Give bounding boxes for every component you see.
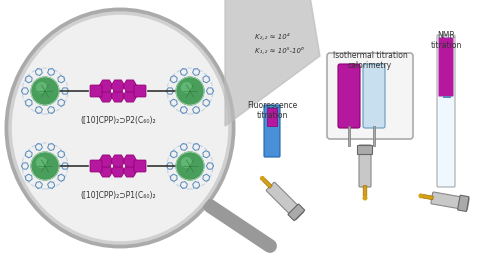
FancyBboxPatch shape <box>359 145 371 187</box>
FancyBboxPatch shape <box>363 64 385 128</box>
FancyBboxPatch shape <box>437 35 455 187</box>
Circle shape <box>31 152 59 180</box>
Text: ([10]CPP)₂⊃P1(C₆₀)₂: ([10]CPP)₂⊃P1(C₆₀)₂ <box>80 191 156 200</box>
Circle shape <box>36 82 47 93</box>
Text: NMR
titration: NMR titration <box>430 31 462 50</box>
Text: ([10]CPP)₂⊃P2(C₆₀)₂: ([10]CPP)₂⊃P2(C₆₀)₂ <box>80 116 156 125</box>
FancyBboxPatch shape <box>327 53 413 139</box>
Circle shape <box>260 176 265 181</box>
Circle shape <box>36 157 47 168</box>
FancyBboxPatch shape <box>262 178 272 188</box>
Circle shape <box>176 77 204 105</box>
Circle shape <box>31 77 59 105</box>
Circle shape <box>418 193 424 198</box>
FancyBboxPatch shape <box>422 195 434 200</box>
Circle shape <box>362 196 368 200</box>
Text: K₂,₂ ≈ 10⁴: K₂,₂ ≈ 10⁴ <box>255 33 290 39</box>
FancyBboxPatch shape <box>264 105 280 157</box>
Circle shape <box>181 157 192 168</box>
Bar <box>348 126 350 146</box>
Bar <box>373 126 375 146</box>
FancyBboxPatch shape <box>438 37 454 97</box>
FancyBboxPatch shape <box>288 204 304 221</box>
Polygon shape <box>225 0 320 126</box>
Text: K₁,₂ ≈ 10⁵-10⁶: K₁,₂ ≈ 10⁵-10⁶ <box>255 48 304 55</box>
FancyBboxPatch shape <box>134 160 146 172</box>
FancyBboxPatch shape <box>363 186 367 196</box>
FancyBboxPatch shape <box>266 182 304 220</box>
Ellipse shape <box>10 13 230 243</box>
Circle shape <box>176 152 204 180</box>
FancyBboxPatch shape <box>90 85 102 97</box>
FancyBboxPatch shape <box>458 195 469 211</box>
FancyBboxPatch shape <box>90 160 102 172</box>
Bar <box>267 108 277 126</box>
FancyBboxPatch shape <box>358 145 372 155</box>
Text: Fluorescence
titration: Fluorescence titration <box>247 101 297 120</box>
Circle shape <box>181 82 192 93</box>
FancyBboxPatch shape <box>338 64 360 128</box>
FancyBboxPatch shape <box>134 85 146 97</box>
Text: Isothermal titration
calorimetry: Isothermal titration calorimetry <box>332 51 407 70</box>
Bar <box>443 96 451 98</box>
FancyBboxPatch shape <box>431 192 469 210</box>
